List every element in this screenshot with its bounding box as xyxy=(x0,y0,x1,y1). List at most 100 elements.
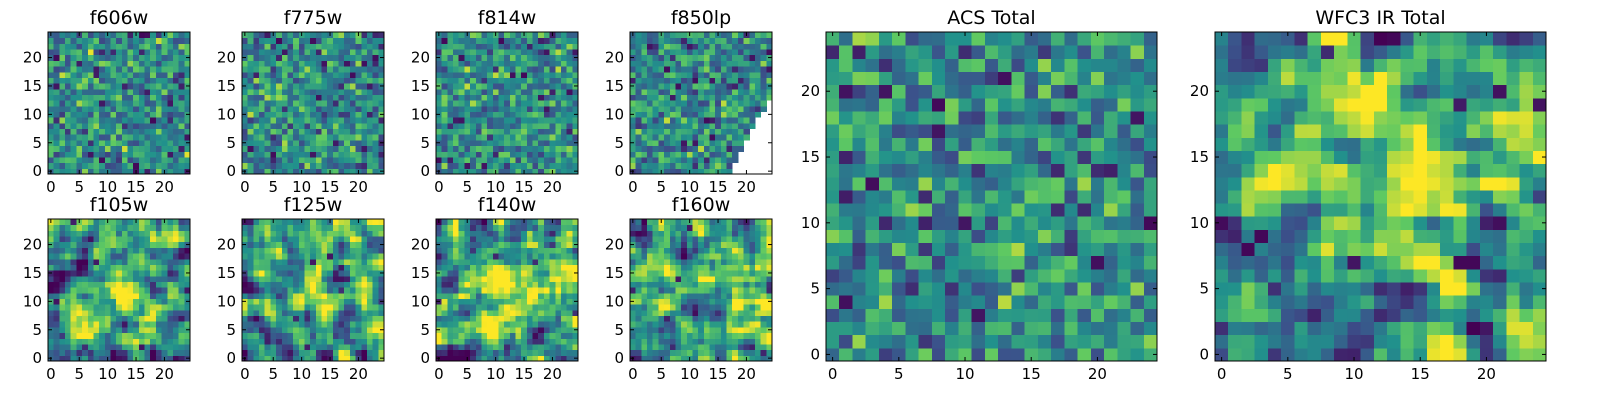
heatmap-cell xyxy=(53,315,60,322)
heatmap-cell xyxy=(470,349,477,356)
heatmap-cell xyxy=(332,100,340,107)
heatmap-cell xyxy=(253,298,260,305)
heatmap-cell xyxy=(686,111,693,118)
heatmap-cell xyxy=(555,111,562,118)
heatmap-cell xyxy=(315,37,323,44)
heatmap-cell xyxy=(470,151,477,158)
heatmap-cell xyxy=(87,117,94,124)
heatmap-cell xyxy=(447,88,454,95)
heatmap-cell xyxy=(276,247,283,254)
heatmap-cell xyxy=(99,122,106,130)
heatmap-cell xyxy=(732,315,739,322)
heatmap-cell xyxy=(276,145,283,152)
heatmap-cell xyxy=(515,281,522,288)
heatmap-cell xyxy=(70,37,77,44)
heatmap-cell xyxy=(82,241,89,248)
heatmap-cell xyxy=(681,315,688,322)
heatmap-cell xyxy=(138,326,146,334)
heatmap-cell xyxy=(630,304,637,311)
heatmap-cell xyxy=(349,139,357,147)
heatmap-cell xyxy=(652,281,659,288)
heatmap-cell xyxy=(378,292,385,300)
heatmap-cell xyxy=(754,88,762,95)
heatmap-cell xyxy=(121,37,129,44)
heatmap-cell xyxy=(458,162,465,169)
heatmap-cell xyxy=(276,298,283,305)
heatmap-cell xyxy=(366,270,374,277)
heatmap-cell xyxy=(538,94,545,101)
heatmap-cell xyxy=(652,145,659,152)
heatmap-cell xyxy=(87,111,94,118)
heatmap-cell xyxy=(366,134,374,141)
heatmap-cell xyxy=(344,32,351,39)
heatmap-cell xyxy=(566,230,573,237)
heatmap-cell xyxy=(304,122,311,130)
heatmap-cell xyxy=(247,275,254,282)
heatmap-cell xyxy=(127,247,134,254)
heatmap-cell xyxy=(372,247,379,254)
heatmap-cell xyxy=(259,315,266,322)
heatmap-cell xyxy=(669,326,676,334)
heatmap-cell xyxy=(521,343,528,351)
heatmap-cell xyxy=(560,77,568,84)
heatmap-cell xyxy=(458,134,465,141)
heatmap-cell xyxy=(155,247,163,254)
heatmap-cell xyxy=(481,275,488,282)
heatmap-cell xyxy=(543,37,551,44)
heatmap-cell xyxy=(70,326,77,334)
heatmap-cell xyxy=(93,287,100,294)
heatmap-cell xyxy=(436,230,443,237)
heatmap-cell xyxy=(698,94,705,101)
heatmap-cell xyxy=(754,105,762,113)
heatmap-cell xyxy=(53,287,60,294)
heatmap-cell xyxy=(487,281,494,288)
heatmap-cell xyxy=(515,88,522,95)
heatmap-cell xyxy=(366,122,374,130)
heatmap-cell xyxy=(127,270,134,277)
heatmap-cell xyxy=(720,321,728,328)
heatmap-cell xyxy=(447,309,454,317)
heatmap-cell xyxy=(504,43,511,50)
heatmap-cell xyxy=(293,247,300,254)
heatmap-cell xyxy=(338,60,345,67)
heatmap-cell xyxy=(492,224,499,231)
heatmap-cell xyxy=(732,349,739,356)
heatmap-cell xyxy=(298,134,305,141)
heatmap-cell xyxy=(298,145,305,152)
heatmap-cell xyxy=(104,309,111,317)
heatmap-cell xyxy=(509,139,517,147)
heatmap-cell xyxy=(82,117,89,124)
heatmap-cell xyxy=(293,100,300,107)
heatmap-cell xyxy=(304,94,311,101)
heatmap-cell xyxy=(110,343,117,351)
heatmap-cell xyxy=(344,338,351,345)
heatmap-cell xyxy=(453,292,460,300)
heatmap-cell xyxy=(327,122,334,130)
heatmap-cell xyxy=(372,230,379,237)
heatmap-cell xyxy=(709,66,716,73)
heatmap-cell xyxy=(487,247,494,254)
heatmap-cell xyxy=(104,77,111,84)
heatmap-cell xyxy=(549,332,556,339)
heatmap-cell xyxy=(253,247,260,254)
heatmap-cell xyxy=(521,304,528,311)
heatmap-cell xyxy=(447,349,454,356)
heatmap-cell xyxy=(526,355,534,362)
heatmap-cell xyxy=(310,54,317,61)
heatmap-cell xyxy=(572,253,579,260)
heatmap-cell xyxy=(458,54,465,61)
heatmap-cell xyxy=(116,94,123,101)
heatmap-cell xyxy=(492,134,499,141)
heatmap-cell xyxy=(133,100,140,107)
heatmap-cell xyxy=(726,37,733,44)
heatmap-cell xyxy=(65,83,72,90)
heatmap-cell xyxy=(298,139,305,147)
heatmap-cell xyxy=(698,270,705,277)
heatmap-cell xyxy=(116,151,123,158)
heatmap-cell xyxy=(692,258,699,265)
heatmap-cell xyxy=(349,247,357,254)
heatmap-cell xyxy=(509,88,517,95)
heatmap-cell xyxy=(555,304,562,311)
heatmap-cell xyxy=(253,117,260,124)
heatmap-cell xyxy=(264,43,271,50)
